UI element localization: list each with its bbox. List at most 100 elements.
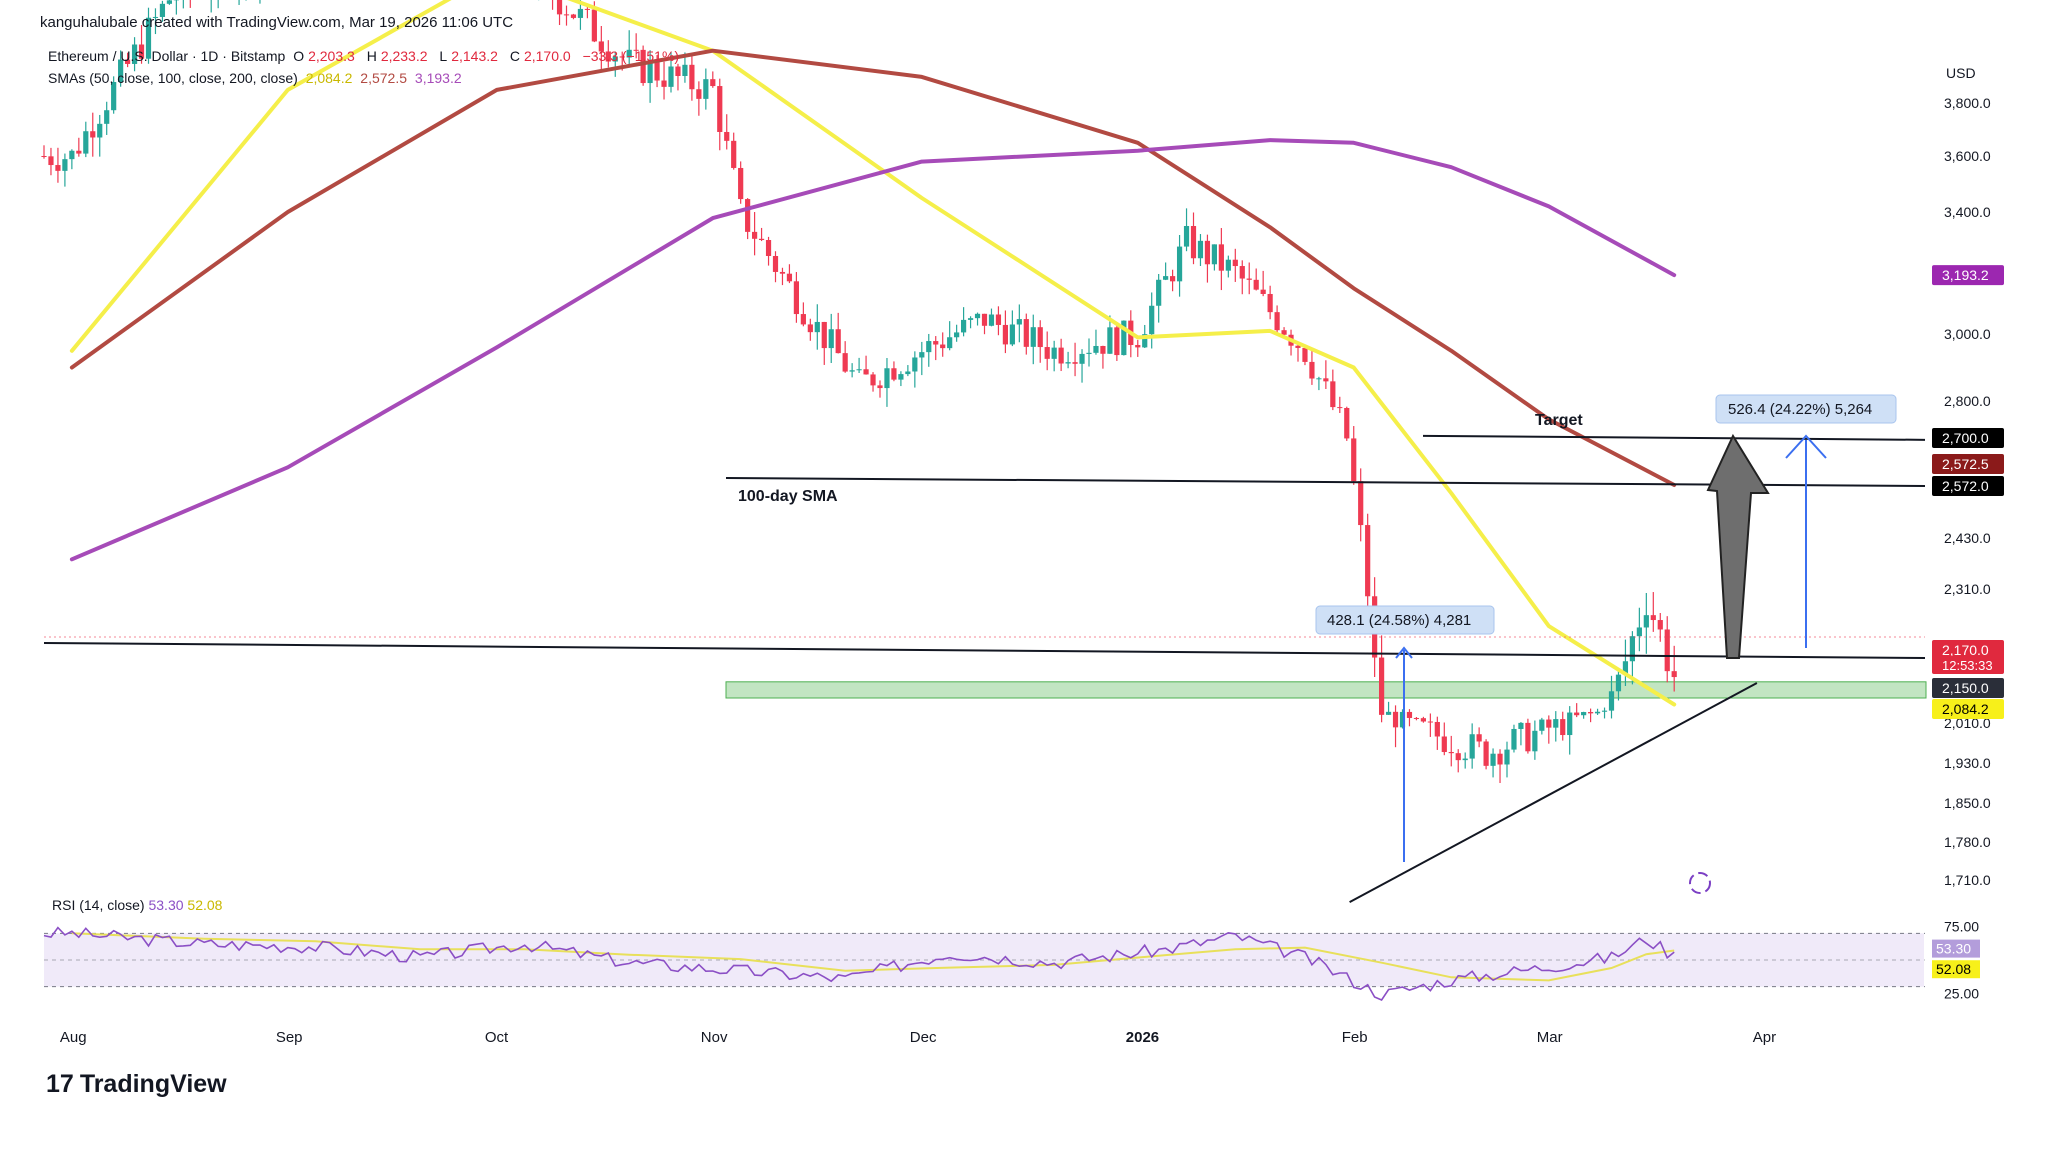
candle[interactable]: [801, 314, 806, 324]
candle[interactable]: [898, 374, 903, 380]
candle[interactable]: [759, 239, 764, 240]
candle[interactable]: [1609, 691, 1614, 710]
candle[interactable]: [1086, 353, 1091, 354]
candle[interactable]: [1309, 362, 1314, 379]
candle[interactable]: [1268, 294, 1273, 312]
candle[interactable]: [1024, 319, 1029, 347]
candle[interactable]: [863, 369, 868, 374]
candle[interactable]: [1637, 627, 1642, 636]
candle[interactable]: [1630, 636, 1635, 661]
candle[interactable]: [1477, 734, 1482, 741]
candle[interactable]: [752, 232, 757, 239]
candle[interactable]: [90, 131, 95, 137]
candle[interactable]: [1031, 327, 1036, 347]
candle[interactable]: [891, 368, 896, 379]
candle[interactable]: [1539, 720, 1544, 731]
candle[interactable]: [1017, 319, 1022, 324]
candle[interactable]: [1261, 290, 1266, 294]
candle[interactable]: [1672, 671, 1677, 677]
target-line[interactable]: [1423, 436, 1925, 440]
candle[interactable]: [1156, 280, 1161, 306]
sma100-line[interactable]: [72, 51, 1674, 485]
candle[interactable]: [1463, 759, 1468, 761]
candle[interactable]: [83, 131, 88, 153]
candle[interactable]: [717, 86, 722, 132]
candle[interactable]: [1428, 722, 1433, 723]
symbol-title[interactable]: Ethereum / U.S. Dollar · 1D · Bitstamp: [48, 48, 285, 64]
candle[interactable]: [1275, 312, 1280, 330]
candle[interactable]: [794, 281, 799, 314]
candle[interactable]: [912, 357, 917, 371]
candle[interactable]: [1240, 266, 1245, 279]
candle[interactable]: [1442, 736, 1447, 752]
candle[interactable]: [870, 374, 875, 385]
candle[interactable]: [1518, 723, 1523, 729]
candle[interactable]: [1602, 711, 1607, 712]
candle[interactable]: [1616, 675, 1621, 692]
candle[interactable]: [1574, 713, 1579, 716]
candle[interactable]: [926, 341, 931, 352]
candle[interactable]: [989, 315, 994, 326]
candle[interactable]: [668, 67, 673, 87]
candle[interactable]: [1344, 408, 1349, 438]
candle[interactable]: [1254, 280, 1259, 290]
candle[interactable]: [1532, 731, 1537, 752]
candle[interactable]: [780, 272, 785, 274]
candle[interactable]: [1414, 718, 1419, 719]
candle[interactable]: [675, 67, 680, 76]
candle[interactable]: [1490, 754, 1495, 766]
candle[interactable]: [571, 14, 576, 17]
candle[interactable]: [1184, 226, 1189, 247]
candle[interactable]: [1588, 712, 1593, 713]
sma200-line[interactable]: [72, 140, 1674, 559]
candle[interactable]: [822, 322, 827, 348]
support-line[interactable]: [44, 643, 1925, 658]
candle[interactable]: [836, 329, 841, 353]
candle[interactable]: [710, 79, 715, 86]
candle[interactable]: [111, 82, 116, 110]
candle[interactable]: [738, 168, 743, 199]
candle[interactable]: [564, 14, 569, 15]
candle[interactable]: [1665, 629, 1670, 671]
candle[interactable]: [696, 89, 701, 99]
candle[interactable]: [1316, 378, 1321, 379]
candle[interactable]: [982, 314, 987, 326]
candle[interactable]: [1484, 741, 1489, 765]
projection-arrow[interactable]: [1708, 436, 1768, 658]
candle[interactable]: [808, 324, 813, 332]
rsi-legend-label[interactable]: RSI (14, close): [52, 897, 145, 913]
candle[interactable]: [578, 9, 583, 18]
candle[interactable]: [585, 9, 590, 10]
candle[interactable]: [48, 156, 53, 165]
candle[interactable]: [1365, 525, 1370, 596]
candle[interactable]: [1247, 279, 1252, 280]
replay-icon[interactable]: [1690, 873, 1710, 893]
candle[interactable]: [1233, 260, 1238, 266]
candle[interactable]: [69, 151, 74, 159]
candle[interactable]: [661, 81, 666, 87]
candle[interactable]: [1449, 752, 1454, 753]
candle[interactable]: [745, 199, 750, 232]
candle[interactable]: [1504, 750, 1509, 765]
candle[interactable]: [1302, 348, 1307, 362]
candle[interactable]: [1560, 719, 1565, 735]
candle[interactable]: [787, 274, 792, 282]
candle[interactable]: [857, 369, 862, 370]
candle[interactable]: [76, 151, 81, 154]
candle[interactable]: [975, 314, 980, 318]
candle[interactable]: [1072, 362, 1077, 364]
candle[interactable]: [1435, 722, 1440, 737]
candle[interactable]: [1052, 348, 1057, 359]
candle[interactable]: [1003, 325, 1008, 344]
candle[interactable]: [1525, 723, 1530, 751]
candle[interactable]: [1226, 260, 1231, 271]
candle[interactable]: [682, 65, 687, 76]
candle[interactable]: [97, 124, 102, 138]
candle[interactable]: [1212, 244, 1217, 264]
candle[interactable]: [1581, 712, 1586, 715]
candle[interactable]: [1330, 381, 1335, 407]
candle[interactable]: [1045, 347, 1050, 359]
candle[interactable]: [1407, 712, 1412, 718]
